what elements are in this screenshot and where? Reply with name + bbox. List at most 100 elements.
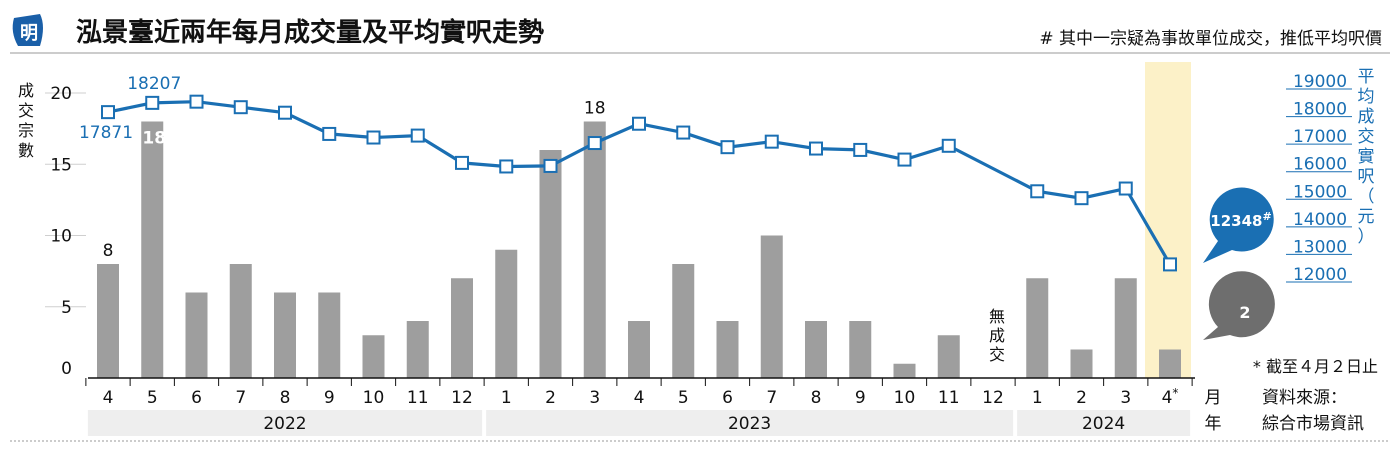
line-point [1074,191,1089,206]
right-tick-label: 12000 [1293,265,1347,285]
left-tick-label: 15 [50,155,72,175]
header-note: # 其中一宗疑為事故單位成交，推低平均呎價 [1039,29,1382,49]
left-tick-label: 10 [50,227,72,247]
x-tick-label: 12 [451,388,473,408]
price-callout-value: 12348# [1210,210,1271,230]
x-tick-label: 4 [634,388,645,408]
right-axis-label: 平均成交實呎（元） [1358,67,1375,247]
x-tick-label: 5 [147,388,158,408]
line-point [587,136,602,151]
x-tick-label: 1 [501,388,512,408]
x-tick-label: 11 [938,388,960,408]
bar [495,249,518,378]
price-callout: 12348# [1203,187,1274,263]
year-label: 2023 [728,414,771,434]
right-tick-label: 13000 [1293,237,1347,257]
x-axis: 4 5 6 7 8 9 10 11 12 1 2 3 4 5 6 7 8 9 10 11 12 1 2 3 4* 2022 202… [85,377,1222,436]
line-point [720,140,735,155]
left-axis: 成交宗數 0 5 10 15 20 [18,81,72,379]
right-tick-label: 17000 [1293,127,1347,147]
bar [97,264,119,378]
line-point [189,94,204,109]
line-point [543,158,558,173]
right-tick-label: 16000 [1293,155,1347,175]
footnote: * 截至４月２日止 [1253,357,1378,376]
line-point [1118,181,1133,196]
count-callout: 2 [1203,271,1275,340]
line-point [455,155,469,170]
x-tick-label: 6 [722,388,733,408]
bar [583,121,606,378]
bar [406,321,429,378]
line-point [809,141,823,156]
bar [805,321,827,378]
line-start-label: 17871 [79,123,133,143]
year-band [87,410,483,436]
bar [362,335,385,378]
gridlines [45,92,86,308]
line-point [410,128,425,143]
x-tick-label: 3 [1120,388,1131,408]
right-tick-label: 14000 [1293,210,1347,230]
second-bar-label: 18 [142,129,166,149]
bar [672,264,695,378]
line-point [764,134,779,149]
year-label: 2024 [1082,414,1125,434]
bar [1159,349,1181,378]
line-series [101,94,1177,272]
right-axis: 12000 13000 14000 15000 16000 17000 18000 19000… [1286,67,1375,285]
x-tick-label: 4* [1162,386,1179,408]
x-tick-label: 8 [811,388,822,408]
header: 明 泓景臺近兩年每月成交量及平均實呎走勢 # 其中一宗疑為事故單位成交，推低平均… [10,14,1390,54]
left-tick-label: 5 [61,298,72,318]
right-tick-label: 18000 [1293,100,1347,120]
bar [185,292,208,378]
x-tick-label: 9 [324,388,335,408]
x-tick-label: 3 [589,388,600,408]
right-axis-ticks: 12000 13000 14000 15000 16000 17000 18000 19000 [1286,72,1352,285]
bar [539,150,562,378]
x-tick-label: 7 [235,388,246,408]
line-point [676,125,691,140]
left-tick-label: 0 [61,359,72,379]
bar [937,335,960,378]
count-callout-value: 2 [1239,303,1250,322]
chart-title: 泓景臺近兩年每月成交量及平均實呎走勢 [76,17,544,48]
x-tick-label: 4 [103,388,114,408]
line-point [941,138,956,153]
left-axis-label: 成交宗數 [18,81,34,160]
left-tick-label: 20 [50,84,72,104]
year-band [1017,410,1191,436]
bar [760,235,783,378]
x-tick-label: 8 [280,388,291,408]
line-peak-label: 18207 [127,74,181,94]
line-point [233,100,248,115]
line-point [1163,257,1177,272]
x-tick-label: 10 [363,388,385,408]
bar [893,363,916,378]
bar [274,292,296,378]
line-point [632,116,646,131]
first-bar-label: 8 [103,241,114,261]
price-callout-bubble [1203,187,1274,263]
line-path [107,100,1172,266]
source-value: 綜合市場資訊 [1262,414,1364,434]
bar-series [97,121,1181,378]
bar [141,121,164,378]
bar [318,292,341,378]
line-point [145,95,160,110]
x-tick-label: 7 [766,388,777,408]
logo-icon: 明 [12,14,43,46]
year-band [486,410,1014,436]
line-point [499,159,514,174]
month-suffix: 月 [1205,388,1222,408]
x-tick-label: 2 [545,388,556,408]
line-point [897,152,912,167]
bar [1026,278,1049,378]
logo-char: 明 [20,23,38,44]
line-point [101,105,115,120]
bar [229,264,252,378]
bar [849,321,872,378]
data-labels: 8 18 18 17871 18207 無成交 [79,74,1005,364]
